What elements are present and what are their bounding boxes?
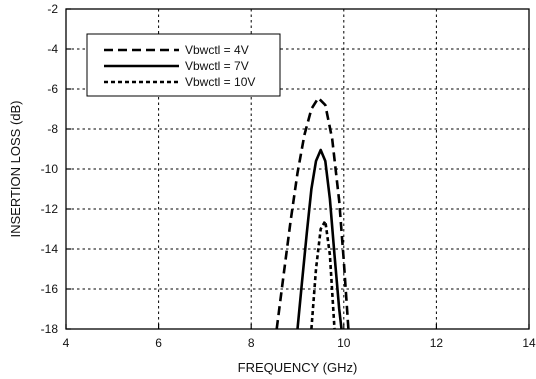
y-tick-label: -4 (47, 42, 58, 56)
y-tick-label: -2 (47, 2, 58, 16)
y-axis: -2 -4 -6 -8 -10 -12 -14 -16 -18 (41, 2, 71, 336)
x-tick-label: 10 (337, 336, 351, 350)
x-tick-label: 12 (430, 336, 444, 350)
legend-label-10v: Vbwctl = 10V (185, 75, 255, 89)
x-tick-label: 4 (63, 336, 70, 350)
y-tick-label: -10 (41, 162, 59, 176)
x-tick-label: 6 (155, 336, 162, 350)
y-tick-label: -14 (41, 242, 59, 256)
x-tick-label: 8 (248, 336, 255, 350)
series-layer (275, 96, 350, 330)
legend-box (86, 33, 281, 97)
legend: Vbwctl = 4V Vbwctl = 7V Vbwctl = 10V (86, 33, 281, 97)
y-tick-label: -18 (41, 322, 59, 336)
legend-label-4v: Vbwctl = 4V (185, 43, 249, 57)
x-axis: 4 6 8 10 12 14 (63, 324, 536, 350)
grid (66, 9, 529, 329)
y-tick-label: -12 (41, 202, 59, 216)
y-tick-label: -16 (41, 282, 59, 296)
y-tick-label: -8 (47, 122, 58, 136)
y-tick-label: -6 (47, 82, 58, 96)
series-line-4v (275, 96, 350, 330)
x-axis-title: FREQUENCY (GHz) (238, 360, 358, 375)
legend-label-7v: Vbwctl = 7V (185, 59, 249, 73)
series-line-7v (296, 148, 343, 330)
y-axis-title: INSERTION LOSS (dB) (8, 100, 23, 237)
series-line-10v (310, 219, 336, 330)
x-tick-label: 14 (522, 336, 536, 350)
